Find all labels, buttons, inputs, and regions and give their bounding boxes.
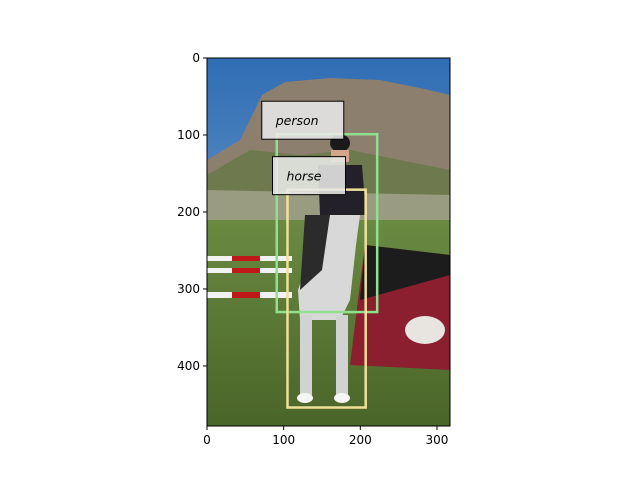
y-axis: 0 100 200 300 400 [177, 51, 207, 373]
y-tick-label: 0 [192, 51, 200, 65]
y-tick-label: 400 [177, 359, 200, 373]
detection-label: horse [286, 169, 321, 184]
detection-label: person [275, 113, 319, 128]
flag-emblem [405, 316, 445, 344]
flag-dark [360, 245, 450, 300]
label-box [271, 156, 346, 196]
label-box [261, 100, 345, 140]
detection-person: person [261, 100, 379, 314]
x-tick-label: 300 [426, 433, 449, 447]
y-tick-label: 300 [177, 282, 200, 296]
x-tick-label: 200 [349, 433, 372, 447]
x-tick-label: 0 [203, 433, 211, 447]
y-tick-label: 100 [177, 128, 200, 142]
jump-poles [207, 256, 292, 298]
x-axis: 0 100 200 300 [203, 426, 448, 447]
detection-horse: horse [271, 156, 367, 409]
axes-frame [206, 57, 451, 427]
detections: person horse [261, 100, 379, 409]
y-tick-label: 200 [177, 205, 200, 219]
horse-figure [297, 200, 360, 403]
x-tick-label: 100 [272, 433, 295, 447]
